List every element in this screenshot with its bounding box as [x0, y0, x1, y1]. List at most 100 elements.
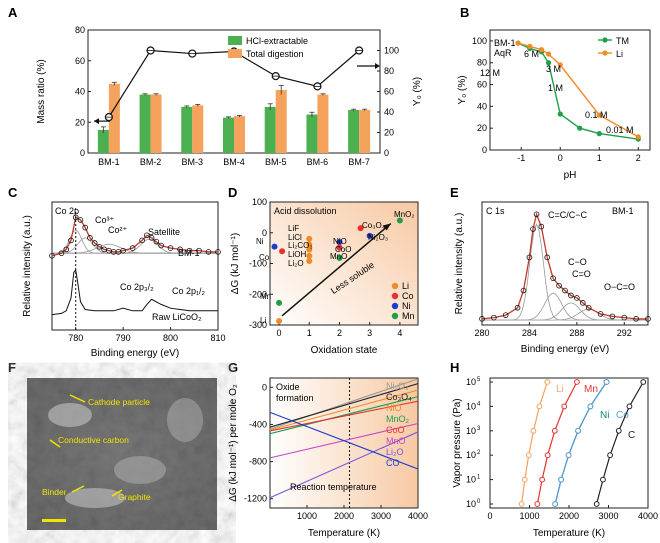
x-tick-label: 2 [337, 328, 342, 338]
panel-f-micrograph: Cathode particle Conductive carbon Binde… [27, 378, 217, 530]
panel-letter-h: H [450, 360, 459, 375]
series-point-li [596, 112, 602, 118]
fit-envelope [51, 216, 218, 257]
x-tick-label: 2000 [559, 511, 579, 521]
x-tick-label: 1000 [519, 511, 539, 521]
data-point [502, 312, 509, 318]
x-tick-label: -1 [517, 153, 525, 163]
series-point-li [518, 501, 525, 507]
x-tick-label: 810 [210, 333, 225, 343]
point-label: NiO [333, 237, 347, 246]
y-axis-label: Y₀ (%) [457, 75, 468, 104]
series-line-mno2 [269, 396, 419, 435]
y-tick-label: -400 [249, 419, 267, 429]
data-point [597, 311, 604, 317]
point-mn [276, 299, 283, 306]
category-label: BM-2 [140, 157, 162, 167]
series-label: Co₃O₄ [386, 392, 412, 402]
arrow-carbon [49, 439, 61, 448]
y-axis-label: Relative intensity (a.u.) [22, 215, 33, 317]
data-point [562, 287, 568, 294]
legend-label: TM [616, 36, 629, 46]
annotation-text: Co 2p₃/₂ [120, 282, 154, 292]
y-tick-exponent: 2 [477, 450, 481, 456]
annotation-text: Co³⁺ [95, 215, 115, 225]
panel-letter-c: C [8, 185, 18, 200]
x-tick-label: 0 [277, 328, 282, 338]
data-point [148, 235, 155, 241]
annotation-text: O−C=O [604, 282, 635, 292]
point-label: Co₃O₄ [362, 221, 385, 230]
y-tick-label: 100 [472, 36, 487, 46]
data-point [82, 224, 88, 231]
series-point-tm [557, 111, 563, 117]
x-axis-label: pH [564, 170, 577, 181]
legend-label: HCl-extractable [246, 36, 308, 46]
series-point-mn [534, 501, 541, 507]
legend-label: Li [616, 49, 623, 59]
legend-label: Ni [402, 301, 411, 311]
point-mno [336, 254, 343, 261]
point-label: MnO₂ [394, 210, 414, 219]
data-point [544, 254, 551, 261]
point-label: Ni [256, 237, 264, 246]
annotation-text: BM-1 [494, 38, 516, 48]
data-point [215, 249, 221, 255]
bar-hcl-extractable [348, 109, 360, 153]
panel-letter-d: D [228, 185, 237, 200]
data-point [530, 226, 536, 232]
bar-total-digestion [108, 83, 120, 153]
x-tick-label: 1 [597, 153, 602, 163]
legend-label: Li [402, 281, 409, 291]
y-tick-label: 10 [466, 499, 476, 509]
y-tick-exponent: 1 [477, 475, 481, 481]
series-label: MnO₂ [386, 414, 410, 424]
y-tick-label: 100 [252, 197, 267, 207]
bar-total-digestion [150, 94, 162, 153]
series-point-mn [574, 379, 580, 385]
label-graphite: Graphite [118, 492, 151, 502]
data-point [167, 245, 174, 251]
y2-tick-label: 40 [384, 107, 394, 117]
series-point-mn [551, 427, 558, 434]
series-point-co [575, 427, 581, 434]
x-tick-label: 3000 [598, 511, 618, 521]
point-lif [306, 235, 313, 242]
panel-letter-g: G [228, 360, 238, 375]
series-point-mn [561, 403, 568, 410]
series-point-co [565, 452, 572, 459]
data-point [68, 237, 74, 244]
point-co3o4 [357, 225, 364, 232]
series-label: MnO [386, 436, 406, 446]
data-point [177, 246, 183, 253]
annotation-text: Co 2p [55, 206, 79, 216]
label-binder: Binder [42, 487, 67, 497]
data-point [520, 287, 527, 294]
data-point [491, 314, 497, 321]
data-point [538, 223, 545, 230]
annotation-text: C−O [568, 257, 587, 267]
y-tick-exponent: 5 [477, 377, 481, 383]
point-label: CoO [335, 245, 351, 254]
legend-marker [602, 50, 608, 56]
arrow-cathode [69, 394, 86, 403]
y-tick-label: -300 [249, 320, 267, 330]
y-tick-label: -100 [249, 259, 267, 269]
legend-marker [391, 312, 399, 320]
panel-c-chart: 780 790 800 810 Relative intensity (a.u.) Bin… [22, 201, 226, 359]
data-point [574, 295, 580, 301]
data-point [91, 240, 98, 246]
y-axis-label: ΔG (kJ mol⁻¹) per mole O₂ [228, 384, 239, 502]
data-point [158, 242, 164, 249]
fit-component [482, 308, 648, 321]
point-li2co3 [306, 246, 313, 253]
annotation-text: Oxide [276, 382, 300, 392]
panel-g-chart: 1000 2000 3000 4000 -1200 -800 -400 0 ΔG (kJ mol… [228, 377, 428, 539]
bar-hcl-extractable [139, 94, 151, 153]
bar-total-digestion [359, 109, 371, 153]
point-label: LiOH [288, 250, 306, 259]
annotation-text: Satellite [148, 227, 180, 237]
point-ni [271, 243, 278, 250]
data-point [514, 304, 521, 311]
